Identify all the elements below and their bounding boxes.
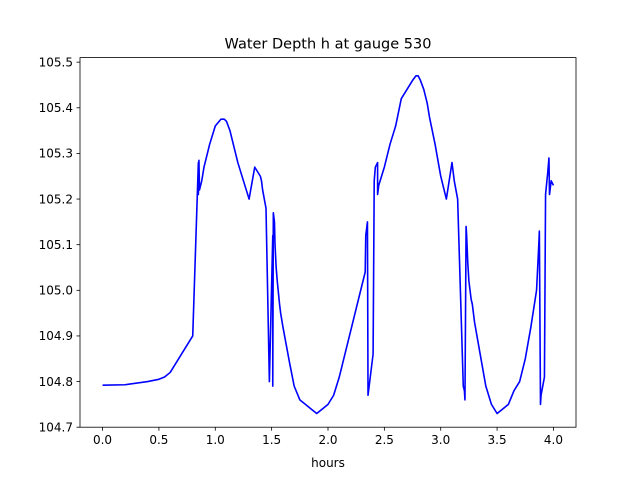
y-tick-label: 104.7 [39,420,73,434]
series-layer [102,75,555,415]
x-tick-label: 0.5 [149,433,168,447]
y-tick-label: 105.1 [39,238,73,252]
y-tick-label: 105.0 [39,284,73,298]
x-axis-ticks: 0.0 0.5 1.0 1.5 2.0 2.5 3.0 3.5 4.0 [93,427,563,447]
y-tick-label: 104.8 [39,375,73,389]
x-tick-label: 3.0 [431,433,450,447]
x-tick-label: 1.5 [262,433,281,447]
chart-title: Water Depth h at gauge 530 [225,37,432,53]
y-tick-label: 105.5 [39,55,73,69]
y-tick-label: 104.9 [39,329,73,343]
series-line [102,75,555,415]
x-axis-label: hours [311,456,345,470]
y-tick-label: 105.4 [39,101,73,115]
y-tick-label: 105.3 [39,147,73,161]
x-tick-label: 2.0 [318,433,337,447]
x-tick-label: 4.0 [544,433,563,447]
plot-frame [79,57,577,428]
y-tick-label: 105.2 [39,192,73,206]
x-tick-label: 1.0 [206,433,225,447]
x-tick-label: 2.5 [375,433,394,447]
y-axis-ticks: 104.7 104.8 104.9 105.0 105.1 105.2 105.3 105.4… [39,55,80,434]
x-tick-label: 3.5 [488,433,507,447]
plot-area [80,57,576,428]
x-tick-label: 0.0 [93,433,112,447]
